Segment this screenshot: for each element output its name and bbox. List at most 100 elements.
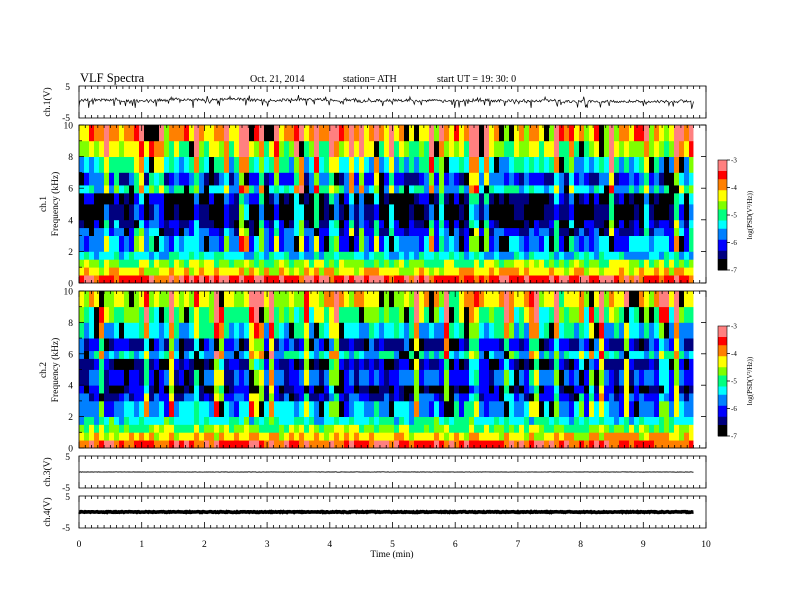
spectrogram-cell <box>374 259 380 268</box>
colorbar-label: log(PSD(V²/Hz)) <box>746 356 754 405</box>
spectrogram-cell <box>304 385 310 394</box>
spectrogram-cell <box>684 424 690 433</box>
spectrogram-cell <box>134 267 140 276</box>
spectrogram-cell <box>259 358 265 370</box>
spectrogram-cell <box>324 192 330 205</box>
spectrogram-cell <box>204 424 210 433</box>
spectrogram-cell <box>504 140 510 157</box>
spectrogram-cell <box>244 393 250 402</box>
spectrogram-cell <box>149 358 155 370</box>
spectrogram-cell <box>624 172 630 186</box>
spectrogram-cell <box>149 219 155 229</box>
spectrogram-cell <box>614 172 620 186</box>
spectrogram-cell <box>444 204 450 221</box>
spectrogram-cell <box>399 219 405 229</box>
spectrogram-cell <box>299 416 305 425</box>
spectrogram-cell <box>324 172 330 186</box>
spectrogram-cell <box>689 185 695 194</box>
spectrogram-cell <box>594 140 600 157</box>
spectrogram-cell <box>449 440 455 449</box>
spectrogram-cell <box>189 204 195 221</box>
spectrogram-cell <box>349 350 355 359</box>
spectrogram-cell <box>99 140 105 157</box>
spectrogram-cell <box>314 400 320 417</box>
spectrogram-cell <box>449 416 455 425</box>
spectrogram-cell <box>579 204 585 221</box>
spectrogram-cell <box>274 358 280 370</box>
spectrogram-cell <box>149 275 155 284</box>
spectrogram-cell <box>629 393 635 402</box>
spectrogram-cell <box>184 306 190 323</box>
spectrogram-cell <box>479 400 485 417</box>
spectrogram-cell <box>304 424 310 433</box>
spectrogram-cell <box>259 369 265 386</box>
spectrogram-cell <box>144 192 150 205</box>
spectrogram-cell <box>109 432 115 441</box>
spectrogram-cell <box>79 219 85 229</box>
spectrogram-cell <box>649 440 655 449</box>
spectrogram-cell <box>629 350 635 359</box>
spectrogram-cell <box>684 416 690 425</box>
spectrogram-cell <box>574 185 580 194</box>
spectrogram-cell <box>619 251 625 260</box>
spectrogram-cell <box>484 432 490 441</box>
spectrogram-cell <box>529 140 535 157</box>
spectrogram-cell <box>154 322 160 339</box>
spectrogram-cell <box>264 219 270 229</box>
spectrogram-cell <box>584 416 590 425</box>
spectrogram-cell <box>174 235 180 252</box>
spectrogram-cell <box>89 432 95 441</box>
spectrogram-cell <box>514 275 520 284</box>
spectrogram-cell <box>394 125 400 142</box>
spectrogram-cell <box>209 393 215 402</box>
spectrogram-cell <box>464 306 470 323</box>
spectrogram-cell <box>389 424 395 433</box>
spectrogram-cell <box>239 350 245 359</box>
spectrogram-cell <box>509 251 515 260</box>
spectrogram-cell <box>564 192 570 205</box>
spectrogram-cell <box>464 393 470 402</box>
spectrogram-cell <box>154 235 160 252</box>
spectrogram-cell <box>94 172 100 186</box>
spectrogram-cell <box>269 204 275 221</box>
spectrogram-cell <box>279 416 285 425</box>
spectrogram-cell <box>244 400 250 417</box>
spectrogram-cell <box>79 291 85 308</box>
spectrogram-cell <box>564 259 570 268</box>
spectrogram-cell <box>169 185 175 194</box>
spectrogram-cell <box>534 424 540 433</box>
spectrogram-cell <box>314 267 320 276</box>
spectrogram-cell <box>564 393 570 402</box>
spectrogram-cell <box>184 350 190 359</box>
spectrogram-cell <box>359 204 365 221</box>
spectrogram-cell <box>639 267 645 276</box>
spectrogram-cell <box>474 350 480 359</box>
spectrogram-cell <box>94 400 100 417</box>
spectrogram-cell <box>619 369 625 386</box>
spectrogram-cell <box>269 358 275 370</box>
spectrogram-cell <box>249 259 255 268</box>
spectrogram-cell <box>89 140 95 157</box>
spectrogram-cell <box>609 322 615 339</box>
spectrogram-cell <box>394 432 400 441</box>
spectrogram-cell <box>339 219 345 229</box>
spectrogram-cell <box>629 219 635 229</box>
spectrogram-cell <box>264 259 270 268</box>
spectrogram-cell <box>444 267 450 276</box>
spectrogram-cell <box>339 125 345 142</box>
spectrogram-cell <box>264 358 270 370</box>
spectrogram-cell <box>584 393 590 402</box>
spectrogram-cell <box>549 291 555 308</box>
spectrogram-cell <box>469 432 475 441</box>
spectrogram-cell <box>404 219 410 229</box>
spectrogram-cell <box>244 235 250 252</box>
spectrogram-cell <box>249 350 255 359</box>
spectrogram-cell <box>179 400 185 417</box>
spectrogram-cell <box>624 125 630 142</box>
spectrogram-cell <box>374 322 380 339</box>
spectrogram-cell <box>564 358 570 370</box>
spectrogram-cell <box>119 125 125 142</box>
spectrogram-cell <box>679 416 685 425</box>
spectrogram-cell <box>564 172 570 186</box>
